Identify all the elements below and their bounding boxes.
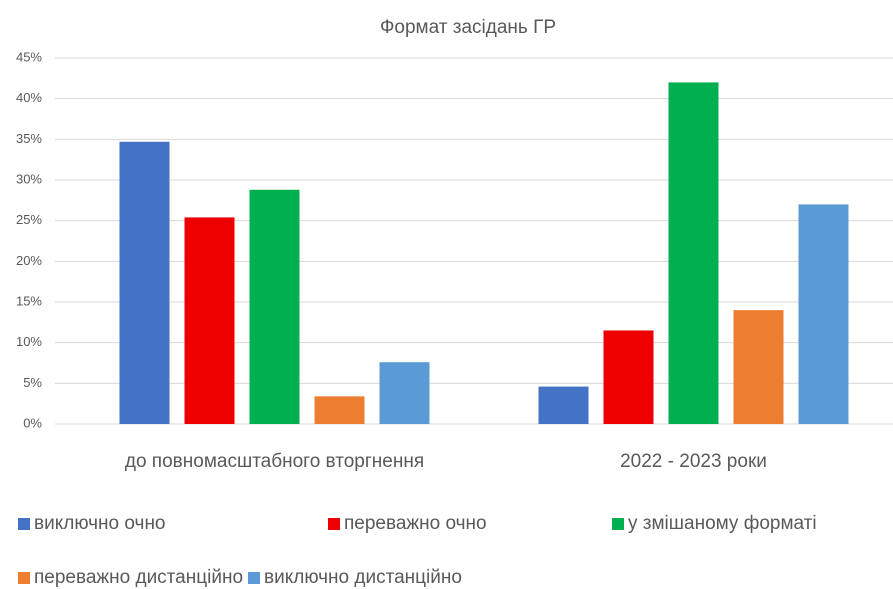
legend-label: переважно дистанційно: [34, 567, 243, 588]
y-tick-label: 5%: [23, 375, 42, 390]
bar: [668, 82, 719, 425]
legend-label: переважно очно: [344, 513, 487, 534]
legend-label: виключно дистанційно: [264, 567, 462, 588]
y-tick-label: 30%: [16, 171, 42, 186]
chart-title: Формат засідань ГР: [380, 17, 556, 38]
y-tick-label: 0%: [23, 415, 42, 430]
bar: [733, 310, 784, 424]
bar: [249, 189, 300, 424]
y-tick-label: 25%: [16, 212, 42, 227]
bar: [314, 396, 365, 424]
y-tick-label: 10%: [16, 334, 42, 349]
x-tick-label: до повномасштабного вторгнення: [125, 451, 424, 472]
bar: [538, 386, 589, 424]
legend-swatch: [328, 518, 340, 530]
x-tick-label: 2022 - 2023 роки: [620, 451, 767, 472]
legend-label: виключно очно: [34, 513, 166, 534]
bar: [603, 330, 654, 424]
legend-swatch: [612, 518, 624, 530]
y-tick-label: 35%: [16, 131, 42, 146]
bar: [379, 362, 430, 424]
bar: [119, 141, 170, 425]
legend-swatch: [18, 518, 30, 530]
y-tick-label: 15%: [16, 293, 42, 308]
y-tick-label: 40%: [16, 90, 42, 105]
bar: [184, 217, 235, 424]
y-tick-label: 20%: [16, 253, 42, 268]
legend-swatch: [248, 572, 260, 584]
legend-label: у змішаному форматі: [628, 513, 817, 534]
bar: [798, 204, 849, 424]
legend-swatch: [18, 572, 30, 584]
y-tick-label: 45%: [16, 49, 42, 64]
